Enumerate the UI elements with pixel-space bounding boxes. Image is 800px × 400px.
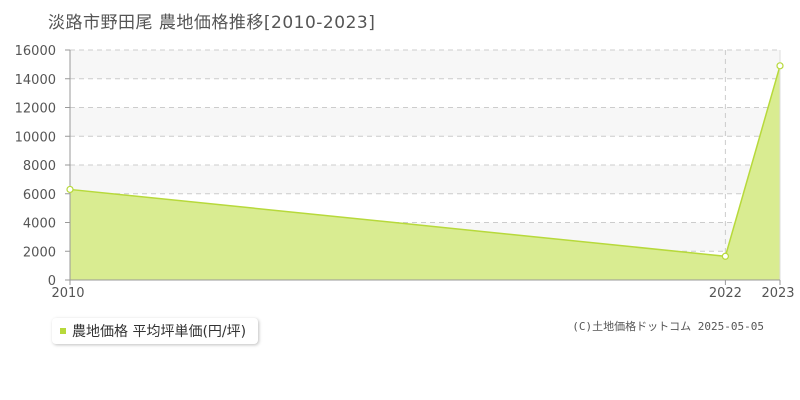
y-tick-label: 12000: [15, 102, 56, 117]
data-points: [66, 62, 784, 260]
legend-swatch: [60, 328, 66, 334]
y-tick-label: 16000: [15, 44, 56, 59]
data-point: [66, 185, 74, 194]
y-tick-label: 8000: [23, 159, 56, 174]
copyright-text: (C)土地価格ドットコム 2025-05-05: [572, 320, 764, 333]
y-tick-labels: 0 2000 4000 6000 8000 10000 12000 14000 16000: [15, 44, 56, 289]
y-tick-label: 6000: [23, 188, 56, 203]
x-tick-label: 2010: [51, 286, 84, 301]
background-band: [70, 50, 780, 79]
legend-label: 農地価格 平均坪単価(円/坪): [72, 324, 247, 340]
data-point: [776, 62, 784, 70]
y-tick-label: 4000: [23, 217, 56, 232]
series-area: [70, 65, 780, 280]
axes: [65, 49, 781, 285]
data-point: [721, 252, 729, 260]
x-tick-labels: 2010 2022 2023: [51, 286, 794, 301]
background-band: [70, 107, 780, 137]
y-tick-label: 0: [48, 274, 56, 289]
x-tick-label: 2022: [709, 286, 742, 301]
x-tick-label: 2023: [761, 286, 794, 301]
background-band: [70, 165, 780, 194]
y-tick-label: 14000: [15, 73, 56, 88]
y-tick-label: 2000: [23, 245, 56, 260]
chart-title: 淡路市野田尾 農地価格推移[2010-2023]: [48, 13, 376, 33]
y-tick-label: 10000: [15, 130, 56, 145]
legend: 農地価格 平均坪単価(円/坪): [52, 318, 259, 344]
